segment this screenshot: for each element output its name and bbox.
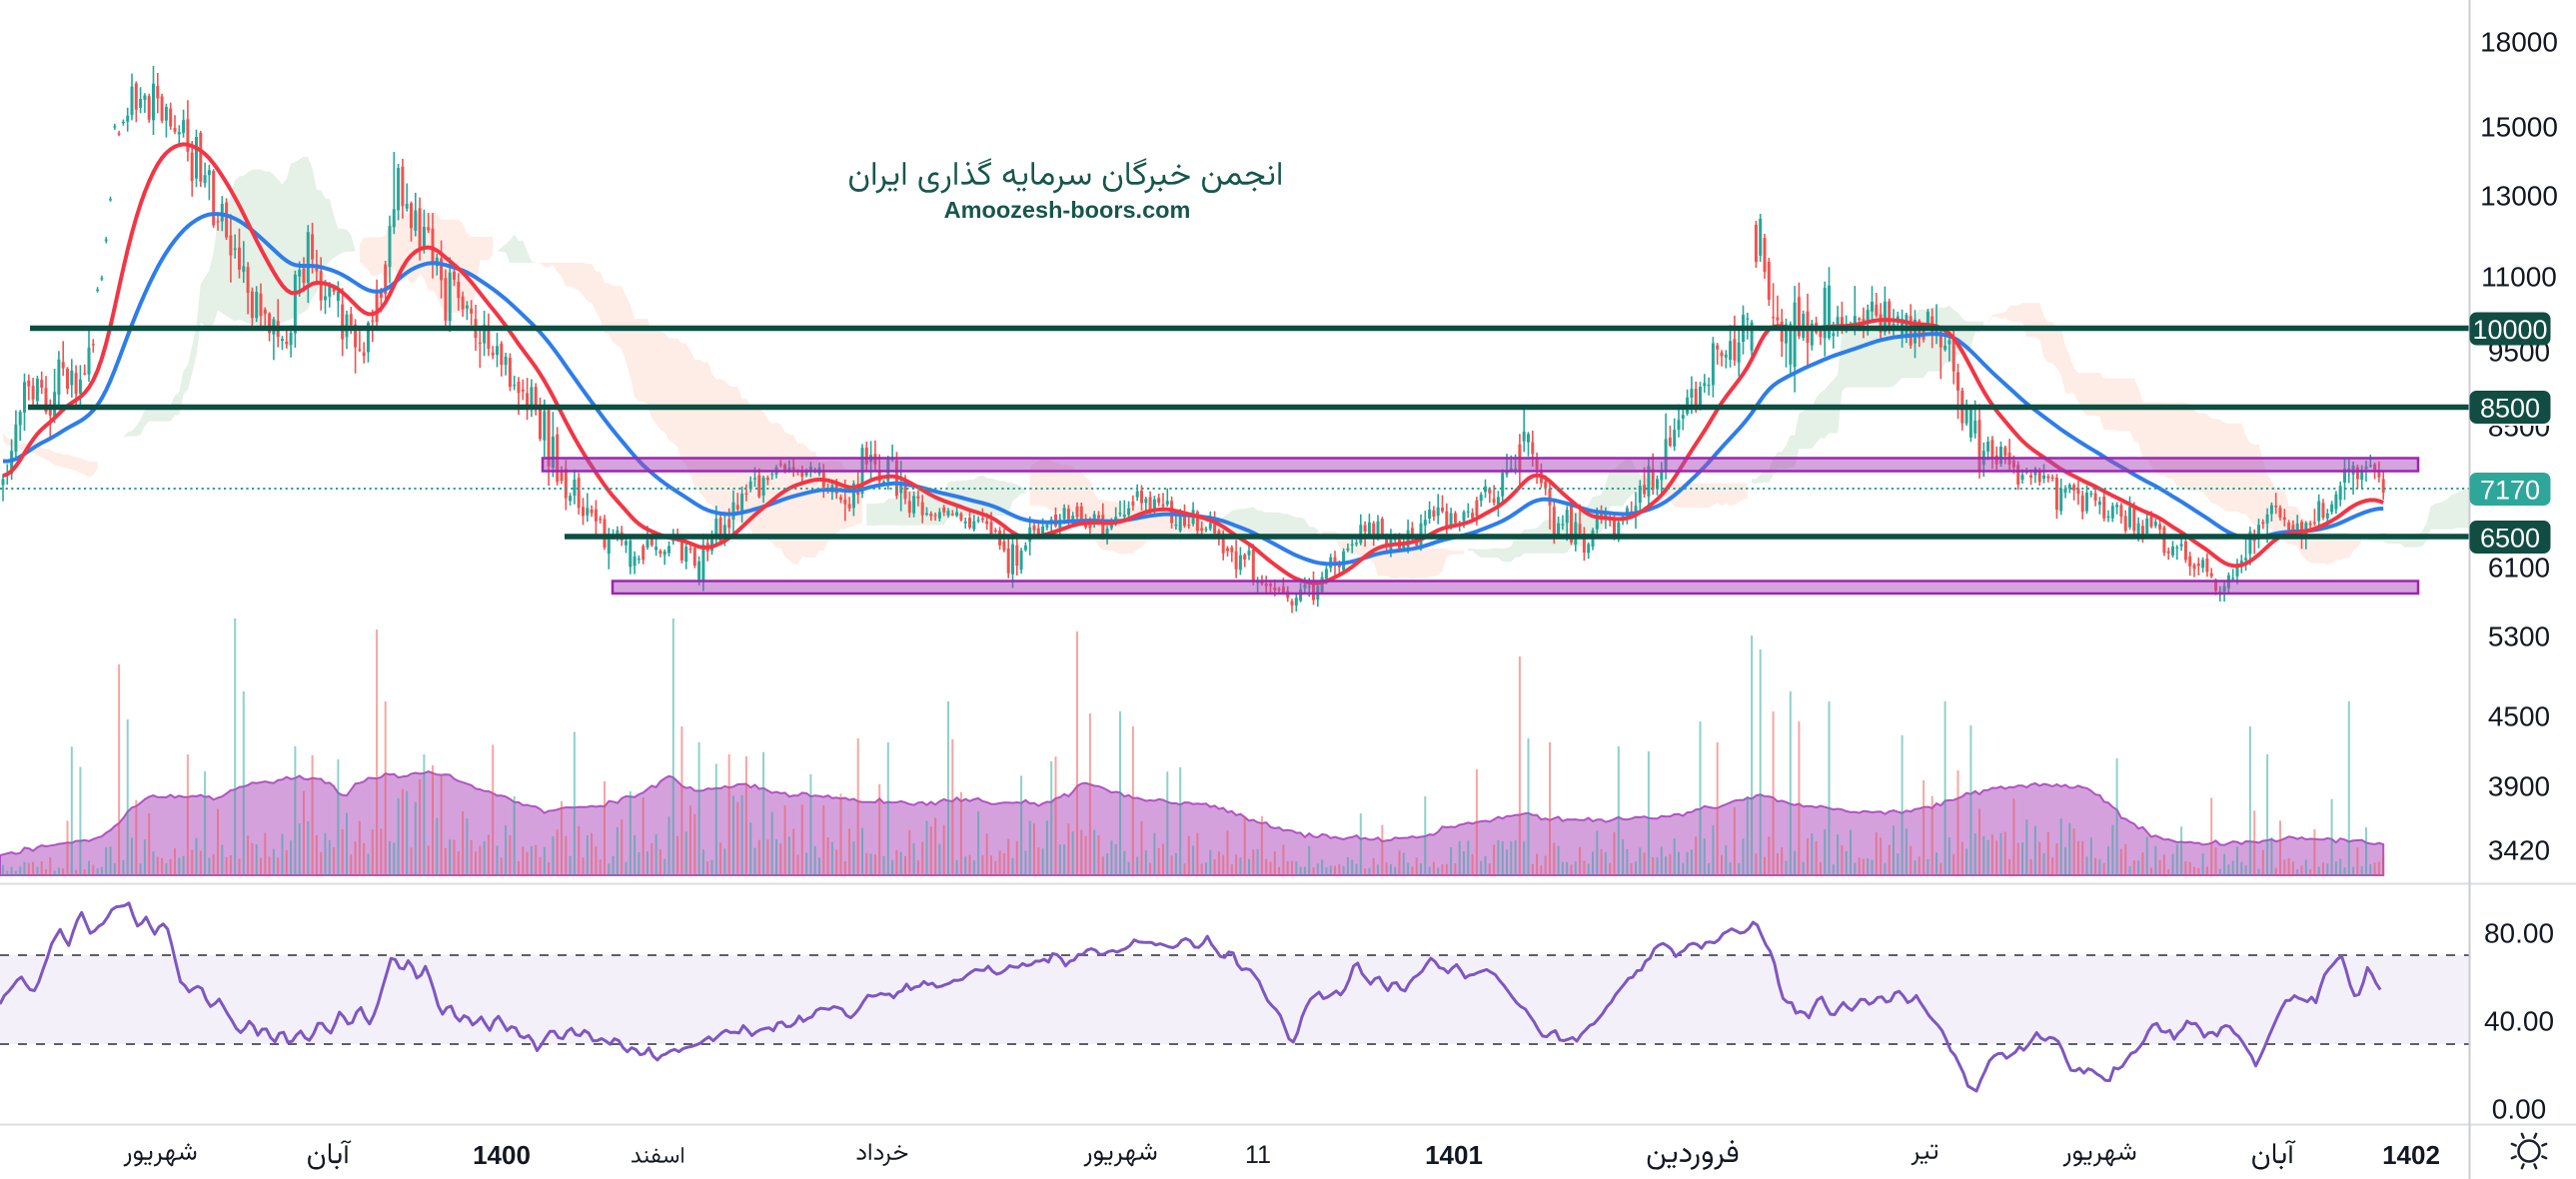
svg-text:3900: 3900: [2488, 771, 2550, 802]
svg-text:11000: 11000: [2481, 262, 2557, 293]
svg-text:1402: 1402: [2382, 1140, 2440, 1170]
svg-text:10000: 10000: [2472, 315, 2547, 345]
svg-text:3420: 3420: [2488, 835, 2550, 866]
svg-text:8500: 8500: [2488, 412, 2550, 443]
svg-text:6100: 6100: [2488, 553, 2550, 584]
svg-text:4500: 4500: [2488, 701, 2550, 732]
svg-text:1400: 1400: [473, 1140, 531, 1170]
svg-text:13000: 13000: [2480, 181, 2558, 212]
svg-text:0.00: 0.00: [2492, 1094, 2547, 1125]
svg-text:5300: 5300: [2488, 621, 2550, 652]
svg-text:7170: 7170: [2480, 476, 2540, 506]
svg-text:11: 11: [1245, 1141, 1271, 1169]
svg-text:80.00: 80.00: [2484, 918, 2554, 949]
svg-text:1401: 1401: [1425, 1140, 1483, 1170]
svg-text:Amoozesh-boors.com: Amoozesh-boors.com: [944, 197, 1191, 223]
svg-text:40.00: 40.00: [2484, 1006, 2554, 1037]
svg-text:6500: 6500: [2480, 524, 2540, 554]
svg-text:15000: 15000: [2480, 112, 2558, 143]
svg-text:18000: 18000: [2480, 27, 2558, 58]
svg-text:8500: 8500: [2480, 394, 2540, 424]
